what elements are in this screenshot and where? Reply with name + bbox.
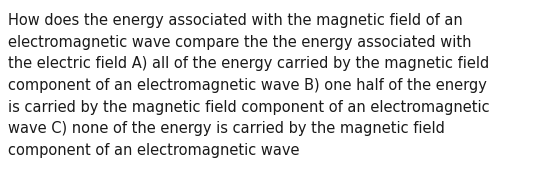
Text: How does the energy associated with the magnetic field of an
electromagnetic wav: How does the energy associated with the … <box>8 13 489 158</box>
